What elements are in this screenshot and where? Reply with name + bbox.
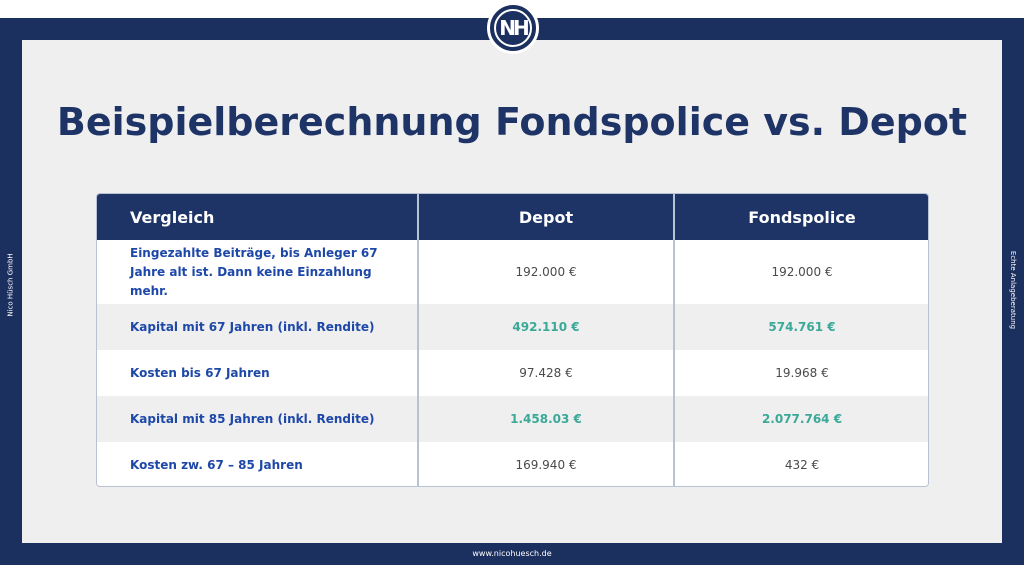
- row-label: Kapital mit 85 Jahren (inkl. Rendite): [130, 411, 375, 426]
- footer-url: www.nicohuesch.de: [472, 549, 552, 558]
- side-text-left: Nico Hüsch GmbH: [0, 240, 22, 330]
- table-row: Kapital mit 85 Jahren (inkl. Rendite) 1.…: [97, 396, 928, 442]
- fondspolice-value: 432 €: [784, 458, 820, 472]
- comparison-table: Vergleich Depot Fondspolice Eingezahlte …: [96, 193, 929, 487]
- fondspolice-value: 2.077.764 €: [761, 412, 843, 426]
- table-row: Eingezahlte Beiträge, bis Anleger 67 Jah…: [97, 240, 928, 304]
- depot-value: 492.110 €: [512, 320, 580, 334]
- header-depot: Depot: [518, 207, 574, 227]
- company-name: Nico Hüsch GmbH: [7, 253, 16, 317]
- header-vergleich: Vergleich: [130, 207, 215, 227]
- tagline: Echte Anlageberatung: [1009, 250, 1017, 330]
- column-divider: [417, 194, 419, 486]
- header-fondspolice: Fondspolice: [748, 207, 856, 227]
- table-row: Kapital mit 67 Jahren (inkl. Rendite) 49…: [97, 304, 928, 350]
- fondspolice-value: 574.761 €: [768, 320, 836, 334]
- table-header: Vergleich Depot Fondspolice: [97, 194, 928, 240]
- depot-value: 97.428 €: [519, 366, 573, 380]
- row-label: Kosten zw. 67 – 85 Jahren: [130, 457, 303, 472]
- depot-value: 169.940 €: [515, 458, 577, 472]
- side-text-right: Echte Anlageberatung: [1002, 240, 1024, 340]
- table-row: Kosten bis 67 Jahren 97.428 € 19.968 €: [97, 350, 928, 396]
- row-label: Eingezahlte Beiträge, bis Anleger 67 Jah…: [130, 245, 378, 298]
- fondspolice-value: 192.000 €: [771, 265, 833, 279]
- nh-logo: NH: [487, 2, 539, 54]
- depot-value: 192.000 €: [515, 265, 577, 279]
- page-title: Beispielberechnung Fondspolice vs. Depot: [56, 100, 968, 144]
- fondspolice-value: 19.968 €: [775, 366, 829, 380]
- row-label: Kapital mit 67 Jahren (inkl. Rendite): [130, 319, 375, 334]
- depot-value: 1.458.03 €: [510, 412, 582, 426]
- column-divider: [673, 194, 675, 486]
- logo-monogram: NH: [494, 9, 532, 47]
- row-label: Kosten bis 67 Jahren: [130, 365, 270, 380]
- table-row: Kosten zw. 67 – 85 Jahren 169.940 € 432 …: [97, 442, 928, 486]
